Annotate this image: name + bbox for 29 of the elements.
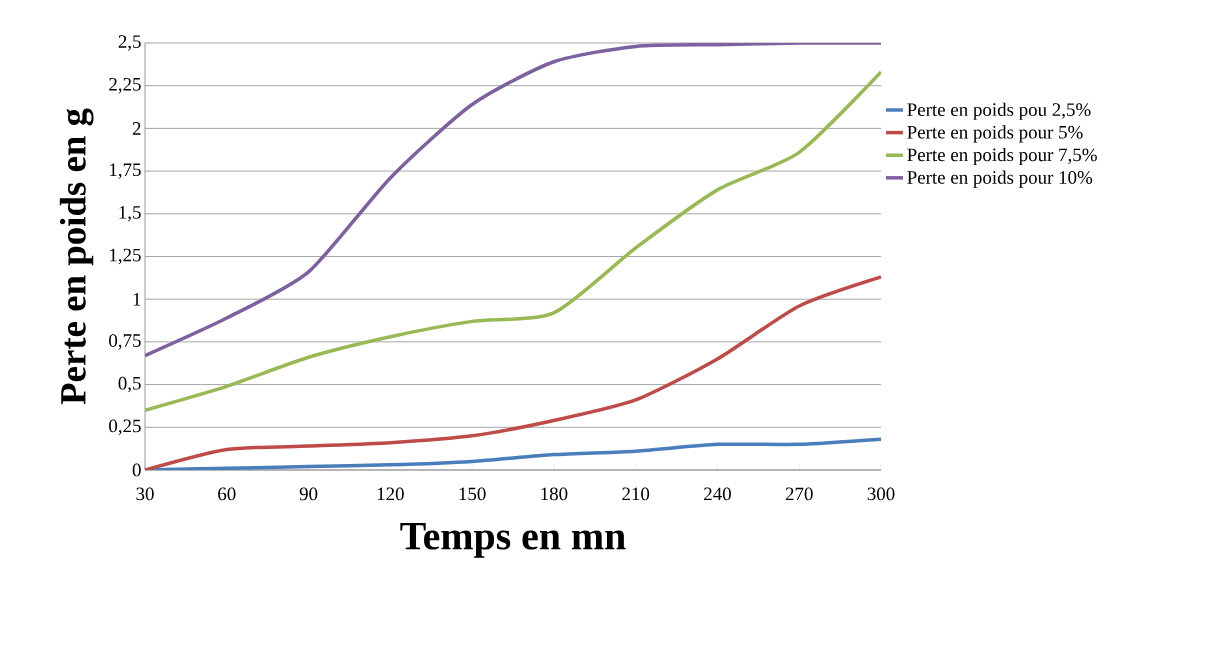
legend-label: Perte en poids pour 10% bbox=[907, 170, 1093, 188]
y-tick-label: 2,25 bbox=[109, 77, 141, 94]
y-tick-label: 1 bbox=[133, 292, 141, 306]
x-axis-title: Temps en mn bbox=[400, 523, 626, 558]
x-tick-label: 120 bbox=[377, 487, 404, 501]
x-tick-label: 30 bbox=[136, 487, 154, 501]
y-tick-label: 0,75 bbox=[109, 334, 141, 350]
y-tick-label: 1,25 bbox=[110, 248, 141, 265]
y-tick-label: 2,5 bbox=[118, 35, 141, 51]
y-tick-label: 2 bbox=[132, 122, 141, 135]
y-tick-label: 1,5 bbox=[119, 206, 141, 222]
legend-label: Perte en poids pour 7,5% bbox=[907, 147, 1097, 166]
y-tick-label: 0,25 bbox=[109, 419, 141, 436]
x-tick-label: 90 bbox=[299, 487, 318, 501]
x-tick-label: 240 bbox=[704, 487, 731, 501]
line-series bbox=[145, 70, 882, 412]
legend-label: Perte en poids pour 5% bbox=[907, 125, 1083, 143]
x-tick-label: 60 bbox=[218, 487, 236, 501]
y-tick-label: 0 bbox=[132, 463, 141, 477]
x-tick-label: 270 bbox=[785, 487, 813, 501]
x-tick-label: 300 bbox=[867, 487, 895, 501]
x-tick-label: 150 bbox=[459, 487, 486, 501]
y-tick-label: 0,5 bbox=[118, 376, 141, 393]
y-axis-title: Perte en poids en g bbox=[59, 108, 94, 405]
legend-label: Perte en poids pou 2,5% bbox=[907, 102, 1091, 120]
y-tick-label: 1,75 bbox=[110, 163, 141, 179]
x-tick-label: 210 bbox=[622, 487, 650, 501]
line-series bbox=[145, 42, 882, 358]
x-tick-label: 180 bbox=[541, 487, 568, 501]
